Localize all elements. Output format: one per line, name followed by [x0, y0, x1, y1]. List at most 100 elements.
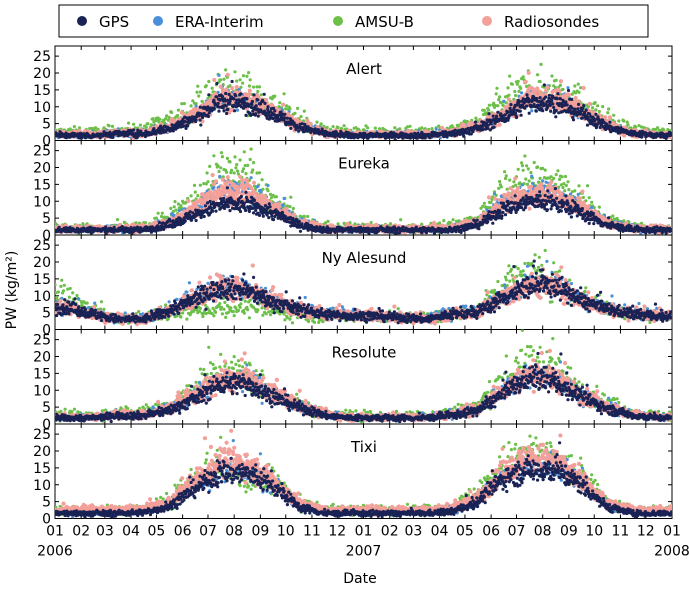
point	[206, 114, 210, 119]
point	[523, 106, 527, 110]
point	[482, 108, 486, 112]
point	[182, 102, 186, 106]
point	[201, 114, 205, 119]
point	[288, 107, 292, 111]
point	[285, 204, 289, 208]
point	[576, 107, 580, 111]
point	[250, 102, 254, 106]
point	[172, 205, 176, 209]
point	[487, 103, 491, 107]
point	[196, 84, 200, 88]
point	[519, 86, 523, 90]
point	[207, 93, 211, 97]
point	[173, 200, 177, 204]
point	[491, 114, 495, 118]
point	[498, 95, 502, 99]
ytick-label: 5	[42, 211, 51, 227]
point	[625, 120, 629, 124]
point	[561, 87, 565, 91]
point	[508, 74, 512, 78]
point	[158, 117, 162, 121]
point	[235, 163, 239, 167]
point	[326, 219, 330, 223]
point	[230, 79, 234, 84]
point	[212, 98, 216, 102]
point	[224, 68, 228, 72]
point	[298, 214, 302, 218]
point	[622, 119, 626, 123]
point	[260, 178, 264, 182]
point	[246, 163, 250, 167]
point	[508, 106, 512, 110]
point	[217, 109, 221, 113]
point	[273, 109, 277, 113]
point	[237, 180, 241, 184]
point	[521, 75, 525, 79]
point	[212, 154, 216, 158]
point	[233, 155, 237, 159]
point	[242, 150, 246, 154]
point	[248, 157, 252, 162]
point	[247, 88, 252, 93]
point	[495, 86, 499, 90]
point	[228, 160, 232, 164]
point	[233, 94, 238, 98]
ytick-label: 5	[42, 117, 51, 133]
point	[94, 126, 98, 130]
point	[514, 93, 518, 98]
point	[608, 120, 612, 124]
point	[149, 123, 153, 127]
point	[98, 136, 102, 140]
point	[233, 70, 237, 74]
point	[571, 118, 576, 122]
point	[510, 82, 514, 86]
point	[550, 99, 554, 103]
point	[212, 77, 217, 83]
point	[80, 136, 84, 140]
point	[274, 195, 278, 199]
ytick-label: 15	[33, 83, 51, 99]
point	[239, 85, 243, 89]
point	[474, 116, 478, 120]
point	[282, 92, 286, 96]
point	[169, 206, 173, 210]
point	[582, 104, 586, 108]
point	[207, 111, 211, 115]
point	[176, 113, 180, 118]
point	[107, 124, 111, 128]
point	[183, 120, 187, 124]
point	[217, 169, 221, 174]
ytick-label: 20	[33, 161, 51, 177]
point	[263, 97, 268, 103]
point	[492, 125, 496, 129]
point	[487, 112, 491, 116]
point	[110, 124, 115, 128]
point	[159, 131, 163, 135]
point	[224, 104, 228, 108]
point	[336, 126, 340, 130]
legend-marker-0	[77, 16, 87, 26]
point	[555, 97, 559, 101]
point	[225, 156, 229, 160]
point	[247, 104, 251, 108]
point	[506, 97, 511, 102]
point	[252, 184, 257, 188]
point	[502, 99, 506, 103]
point	[622, 133, 627, 138]
point	[319, 122, 323, 126]
point	[670, 131, 672, 135]
point	[440, 125, 445, 130]
point	[225, 170, 229, 174]
point	[244, 113, 248, 117]
point	[205, 108, 209, 112]
point	[286, 112, 291, 117]
point	[88, 126, 92, 131]
point	[585, 123, 590, 127]
point	[603, 115, 608, 120]
point	[247, 84, 251, 88]
point	[509, 103, 513, 107]
point	[216, 164, 220, 168]
point	[194, 102, 198, 106]
point	[506, 118, 510, 122]
